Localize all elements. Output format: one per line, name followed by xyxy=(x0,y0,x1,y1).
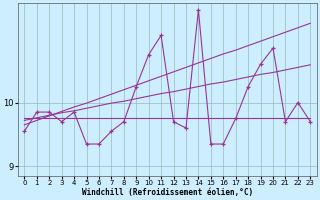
X-axis label: Windchill (Refroidissement éolien,°C): Windchill (Refroidissement éolien,°C) xyxy=(82,188,253,197)
